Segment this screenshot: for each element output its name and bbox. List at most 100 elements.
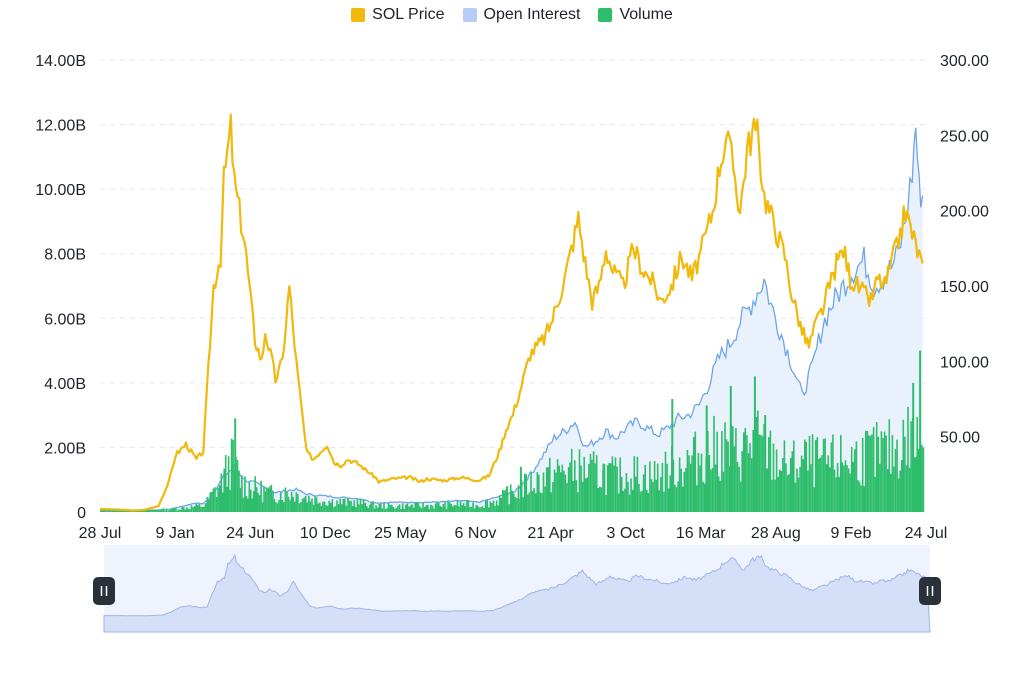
volume-bar [743, 432, 745, 512]
volume-bar [581, 481, 584, 512]
volume-bar [545, 467, 548, 512]
volume-bar [350, 501, 352, 512]
volume-bar [107, 509, 110, 512]
volume-bar [473, 508, 476, 512]
volume-bar [167, 510, 169, 512]
volume-bar [719, 480, 722, 512]
volume-bar [121, 510, 124, 512]
volume-bar [833, 469, 836, 512]
volume-bar [722, 471, 725, 512]
x-tick-label: 28 Jul [79, 525, 122, 542]
volume-bar [789, 457, 792, 512]
volume-bar [771, 479, 773, 512]
volume-bar [901, 460, 903, 512]
legend-item-volume[interactable]: Volume [598, 6, 673, 24]
volume-bar [276, 503, 279, 512]
x-tick-label: 28 Aug [751, 525, 801, 542]
volume-bar [267, 488, 270, 512]
left-tick-label: 10.00B [35, 182, 86, 199]
volume-bar [330, 502, 332, 512]
volume-bar [306, 502, 309, 512]
volume-bar [143, 510, 146, 512]
volume-bar [204, 503, 207, 512]
navigator-right-handle[interactable] [919, 577, 941, 605]
volume-bar [156, 510, 158, 512]
volume-bar [475, 504, 478, 512]
volume-bar [176, 510, 179, 512]
volume-bar [622, 491, 625, 512]
volume-bar [373, 508, 376, 512]
volume-bar [703, 483, 706, 512]
volume-bar [589, 453, 592, 512]
volume-bar [893, 466, 895, 512]
volume-bar [854, 449, 856, 512]
volume-bar [444, 501, 446, 512]
volume-bar [286, 491, 288, 512]
volume-bar [283, 502, 285, 512]
volume-bar [361, 504, 363, 512]
navigator[interactable] [93, 545, 941, 633]
volume-bar [685, 468, 687, 512]
volume-bar [433, 508, 435, 512]
volume-bar [813, 487, 815, 512]
volume-bar [419, 506, 421, 512]
volume-bar [514, 497, 517, 512]
volume-bar [624, 488, 626, 512]
volume-bar [365, 506, 368, 512]
volume-bar [874, 477, 876, 512]
volume-bar [542, 472, 545, 512]
volume-bar [805, 441, 808, 512]
volume-bar [647, 493, 650, 512]
volume-bar [714, 464, 717, 512]
volume-bar [322, 501, 324, 512]
volume-bar [397, 505, 399, 512]
volume-bar [172, 507, 174, 512]
volume-bar [843, 465, 845, 512]
volume-bar [863, 486, 865, 512]
volume-bar [250, 489, 252, 512]
volume-bar [808, 435, 811, 512]
volume-bar [844, 460, 847, 512]
volume-bar [154, 509, 157, 512]
volume-bar [628, 494, 631, 512]
volume-bar [513, 493, 515, 512]
volume-bar [880, 431, 883, 512]
volume-bar [423, 507, 426, 512]
x-tick-label: 24 Jun [226, 525, 274, 542]
volume-bar [252, 491, 255, 512]
volume-bar [852, 461, 855, 512]
volume-bar [340, 504, 343, 512]
volume-bar [254, 476, 256, 512]
x-tick-label: 9 Feb [830, 525, 871, 542]
volume-bar [223, 468, 225, 512]
legend-item-sol-price[interactable]: SOL Price [351, 6, 445, 24]
volume-bar [173, 508, 176, 512]
volume-bar [275, 502, 277, 512]
volume-bar [221, 492, 224, 512]
volume-bar [411, 504, 413, 512]
legend-item-open-interest[interactable]: Open Interest [462, 6, 580, 24]
navigator-left-handle[interactable] [93, 577, 115, 605]
volume-bar [782, 458, 784, 512]
volume-bar [644, 464, 646, 512]
volume-bar [470, 506, 473, 512]
volume-bar [580, 465, 582, 512]
volume-bar [212, 488, 215, 512]
open-interest-area [100, 127, 923, 513]
volume-bar [230, 438, 233, 512]
legend-swatch-volume [598, 8, 613, 22]
volume-bar [804, 439, 806, 512]
volume-bar [810, 464, 812, 512]
volume-bar [492, 500, 495, 512]
volume-bar [791, 451, 794, 512]
volume-bar [732, 426, 734, 512]
volume-bar [469, 506, 471, 512]
volume-bar [728, 466, 731, 512]
volume-bar [481, 506, 484, 512]
volume-bar [530, 471, 532, 512]
volume-bar [370, 502, 373, 512]
volume-bar [389, 504, 391, 512]
volume-bar [178, 509, 180, 512]
x-tick-label: 9 Jan [156, 525, 195, 542]
volume-bar [331, 499, 334, 512]
